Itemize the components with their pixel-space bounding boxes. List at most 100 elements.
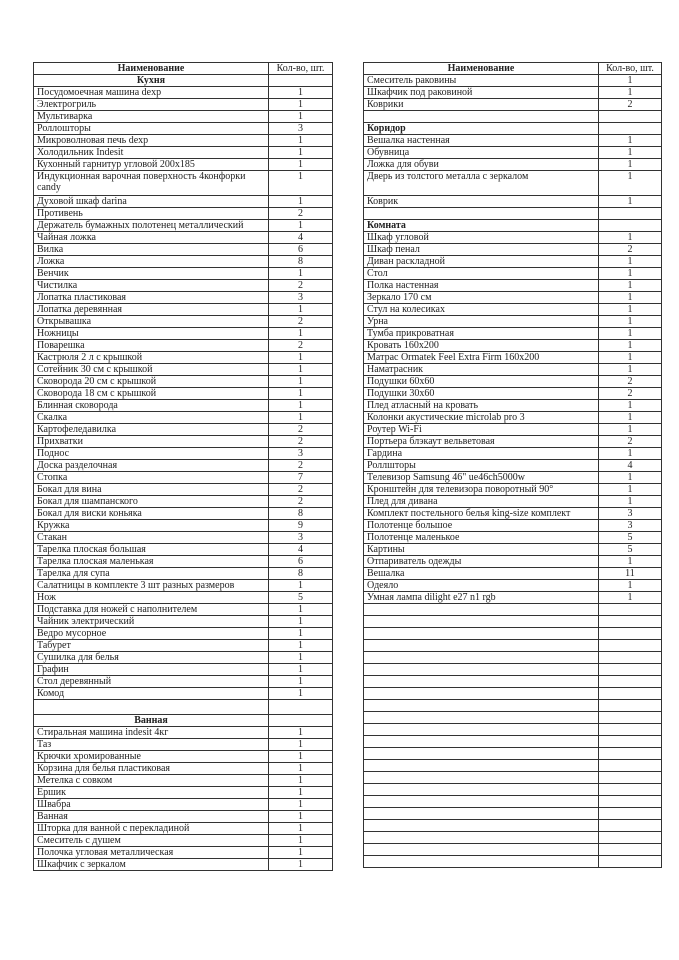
item-name: Полка настенная [363, 278, 599, 292]
item-qty: 1 [268, 761, 333, 775]
item-qty: 1 [598, 278, 662, 292]
item-name: Стол деревянный [33, 674, 269, 688]
item-qty: 5 [598, 542, 662, 556]
item-qty: 3 [268, 122, 333, 135]
item-name [363, 794, 599, 808]
item-name: Микроволновая печь dexp [33, 134, 269, 147]
table-row: Кастрюля 2 л с крышкой 1 [33, 350, 333, 364]
blank-row [363, 662, 662, 676]
item-name: Швабра [33, 797, 269, 811]
item-qty: 8 [268, 566, 333, 580]
item-qty: 1 [598, 86, 662, 99]
item-qty: 1 [268, 362, 333, 376]
table-row: Тарелка плоская большая 4 [33, 542, 333, 556]
table-row: Гардина 1 [363, 446, 662, 460]
header-qty: Кол-во, шт. [598, 62, 662, 75]
item-name: Роутер Wi-Fi [363, 422, 599, 436]
item-qty: 2 [598, 386, 662, 400]
item-qty [598, 818, 662, 832]
table-row: Одеяло 1 [363, 578, 662, 592]
item-qty: 1 [268, 737, 333, 751]
item-qty: 1 [268, 218, 333, 232]
item-name: Портьера блэкаут вельветовая [363, 434, 599, 448]
item-name: Держатель бумажных полотенец металлическ… [33, 218, 269, 232]
item-name [363, 854, 599, 868]
item-qty: 1 [598, 398, 662, 412]
item-name: Комод [33, 686, 269, 700]
section-row: Кухня [33, 74, 333, 87]
table-row: Полка настенная 1 [363, 278, 662, 292]
item-name: Стакан [33, 530, 269, 544]
table-row: Кронштейн для телевизора поворотный 90° 1 [363, 482, 662, 496]
item-name: Лопатка пластиковая [33, 290, 269, 304]
blank-row [363, 686, 662, 700]
table-row: Шкаф пенал 2 [363, 242, 662, 256]
item-name [363, 758, 599, 772]
item-qty: 2 [598, 98, 662, 111]
item-qty [598, 206, 662, 220]
item-qty: 6 [268, 242, 333, 256]
blank-row [363, 698, 662, 712]
section-row: Ванная [33, 713, 333, 727]
item-name: Коридор [363, 122, 599, 135]
table-row: Бокал для шампанского 2 [33, 494, 333, 508]
blank-row [363, 110, 662, 123]
item-name: Ванная [33, 809, 269, 823]
item-qty: 1 [598, 446, 662, 460]
item-qty: 1 [598, 170, 662, 196]
item-name: Лопатка деревянная [33, 302, 269, 316]
item-name [363, 746, 599, 760]
table-row: Плед для дивана 1 [363, 494, 662, 508]
table-row: Тарелка для супа 8 [33, 566, 333, 580]
table-row: Шкафчик под раковиной 1 [363, 86, 662, 99]
table-row: Посудомоечная машина dexp 1 [33, 86, 333, 99]
item-name: Колонки акустические microlab pro 3 [363, 410, 599, 424]
item-name: Табурет [33, 638, 269, 652]
item-name: Зеркало 170 см [363, 290, 599, 304]
table-row: Шторка для ванной с перекладиной 1 [33, 821, 333, 835]
table-row: Дверь из толстого металла с зеркалом 1 [363, 170, 662, 196]
item-name: Тарелка плоская маленькая [33, 554, 269, 568]
item-qty: 2 [268, 458, 333, 472]
table-row: Подставка для ножей с наполнителем 1 [33, 602, 333, 616]
item-name: Кухня [33, 74, 269, 87]
table-row: Холодильник Indesit 1 [33, 146, 333, 159]
blank-row [363, 746, 662, 760]
item-qty [598, 686, 662, 700]
table-row: Венчик 1 [33, 266, 333, 280]
item-qty: 1 [598, 314, 662, 328]
table-row: Открывашка 2 [33, 314, 333, 328]
table-row: Ножницы 1 [33, 326, 333, 340]
item-qty: 1 [268, 386, 333, 400]
item-name: Умная лампа dilight e27 n1 rgb [363, 590, 599, 604]
item-name [363, 614, 599, 628]
item-qty: 1 [268, 98, 333, 111]
item-qty: 2 [268, 482, 333, 496]
item-name: Сковорода 20 см с крышкой [33, 374, 269, 388]
item-name: Ванная [33, 713, 269, 727]
table-row: Подушки 30x60 2 [363, 386, 662, 400]
blank-row [33, 698, 333, 715]
item-qty: 1 [268, 809, 333, 823]
item-qty: 4 [268, 230, 333, 244]
item-name: Полотенце большое [363, 518, 599, 532]
item-qty: 1 [268, 398, 333, 412]
item-name [363, 830, 599, 844]
blank-row [363, 206, 662, 220]
item-qty: 3 [268, 290, 333, 304]
item-name: Ложка для обуви [363, 158, 599, 171]
table-row: Бокал для вина 2 [33, 482, 333, 496]
item-name: Сотейник 30 см с крышкой [33, 362, 269, 376]
blank-row [363, 758, 662, 772]
table-row: Графин 1 [33, 662, 333, 676]
table-row: Вешалка настенная 1 [363, 134, 662, 147]
item-qty: 11 [598, 566, 662, 580]
item-name: Индукционная варочная поверхность 4конфо… [33, 170, 269, 196]
blank-row [363, 638, 662, 652]
item-name: Тарелка плоская большая [33, 542, 269, 556]
item-name: Комплект постельного белья king-size ком… [363, 506, 599, 520]
item-name [363, 818, 599, 832]
item-name: Наматрасник [363, 362, 599, 376]
table-row: Шкафчик с зеркалом 1 [33, 857, 333, 871]
item-qty: 1 [268, 674, 333, 688]
